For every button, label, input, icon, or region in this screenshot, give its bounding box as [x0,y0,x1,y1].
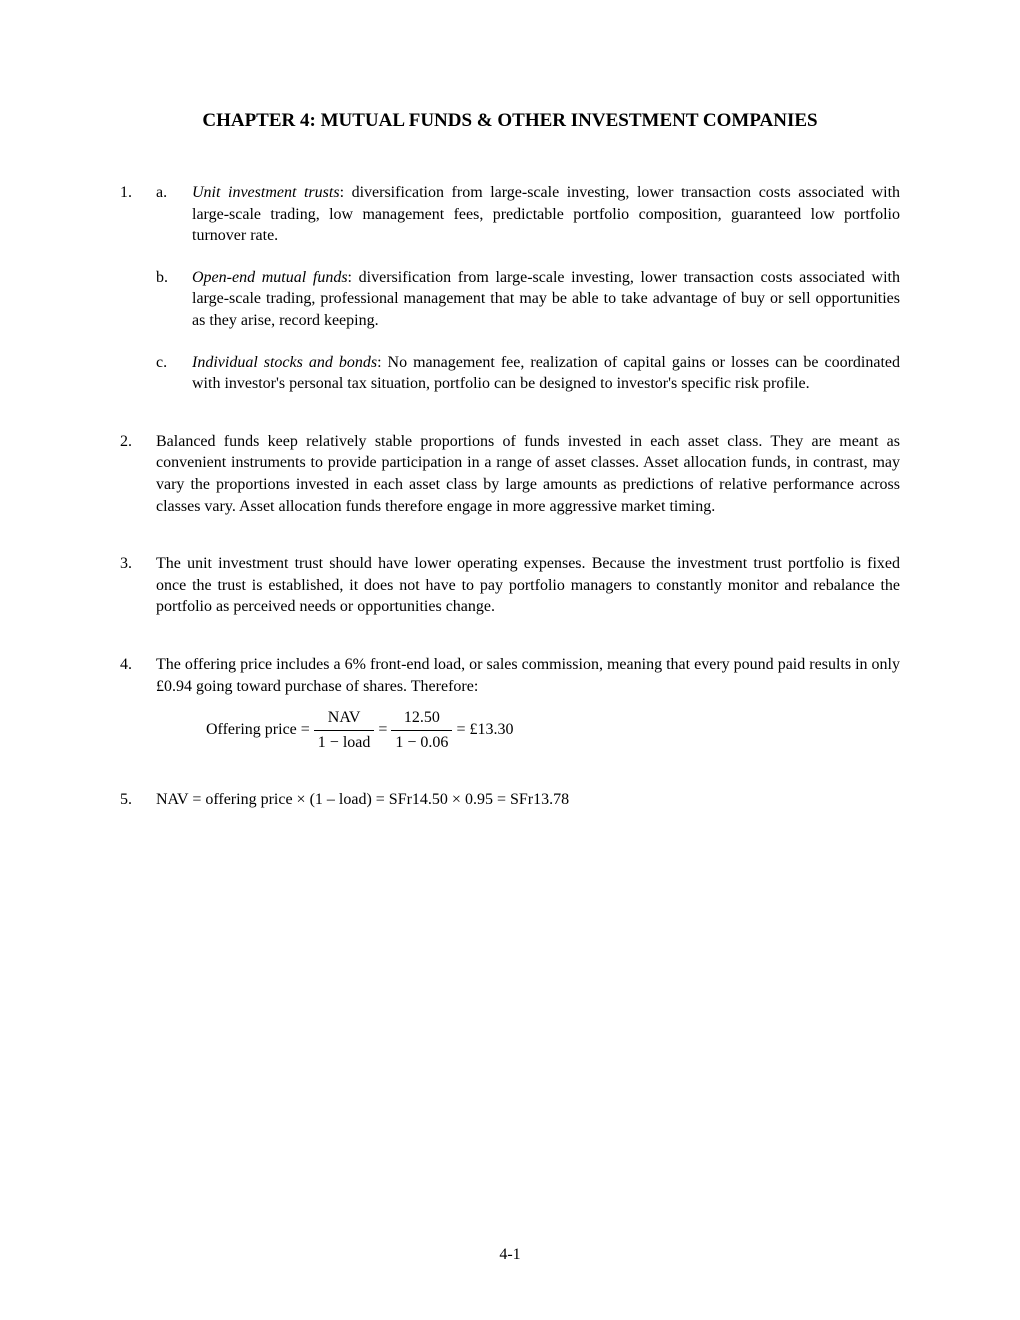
question-text: The offering price includes a 6% front-e… [156,654,900,697]
subitem-label: b. [156,267,192,332]
term-italic: Open-end mutual funds [192,269,348,286]
page-number: 4-1 [0,1246,1020,1264]
fraction-numerator: NAV [324,707,365,730]
term-italic: Unit investment trusts [192,184,340,201]
fraction-denominator: 1 − 0.06 [391,730,452,754]
offering-price-formula: Offering price = NAV 1 − load = 12.50 1 … [206,707,900,753]
subitem-c: c. Individual stocks and bonds: No manag… [156,352,900,395]
question-number: 2. [120,431,156,517]
question-number: 5. [120,789,156,811]
question-2: 2. Balanced funds keep relatively stable… [120,431,900,517]
question-4: 4. The offering price includes a 6% fron… [120,654,900,753]
equals-sign: = [378,719,387,741]
question-number: 3. [120,553,156,618]
subitem-b: b. Open-end mutual funds: diversificatio… [156,267,900,332]
question-body: The unit investment trust should have lo… [156,553,900,618]
question-body: Balanced funds keep relatively stable pr… [156,431,900,517]
question-number: 4. [120,654,156,753]
subitem-label: a. [156,182,192,247]
subitem-text: Unit investment trusts: diversification … [192,182,900,247]
formula-result: = £13.30 [456,719,513,741]
formula-lead: Offering price = [206,719,310,741]
document-page: CHAPTER 4: MUTUAL FUNDS & OTHER INVESTME… [0,0,1020,1320]
question-number: 1. [120,182,156,395]
question-1: 1. a. Unit investment trusts: diversific… [120,182,900,395]
subitem-text: Individual stocks and bonds: No manageme… [192,352,900,395]
fraction-numerator: 12.50 [400,707,444,730]
question-body: a. Unit investment trusts: diversificati… [156,182,900,395]
subitem-label: c. [156,352,192,395]
question-body: NAV = offering price × (1 – load) = SFr1… [156,789,900,811]
subitem-text: Open-end mutual funds: diversification f… [192,267,900,332]
fraction-denominator: 1 − load [314,730,375,754]
question-3: 3. The unit investment trust should have… [120,553,900,618]
subitem-a: a. Unit investment trusts: diversificati… [156,182,900,247]
question-5: 5. NAV = offering price × (1 – load) = S… [120,789,900,811]
term-italic: Individual stocks and bonds [192,354,377,371]
fraction-1: NAV 1 − load [314,707,375,753]
chapter-title: CHAPTER 4: MUTUAL FUNDS & OTHER INVESTME… [120,110,900,132]
question-body: The offering price includes a 6% front-e… [156,654,900,753]
fraction-2: 12.50 1 − 0.06 [391,707,452,753]
